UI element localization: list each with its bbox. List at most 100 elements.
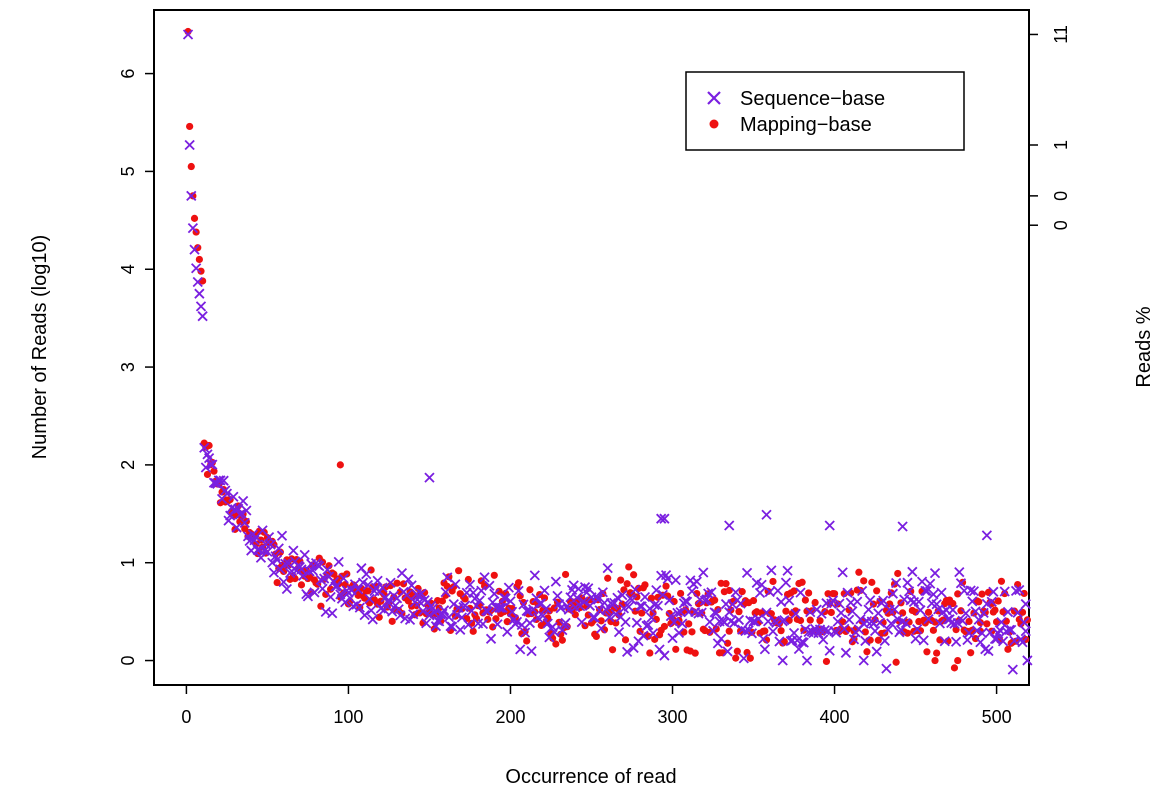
data-point-x — [954, 566, 965, 578]
data-point-x — [955, 578, 967, 589]
data-point-dot — [186, 122, 194, 131]
data-point-dot — [949, 599, 957, 608]
data-point-x — [865, 595, 876, 606]
data-point-x — [555, 603, 566, 614]
data-point-x — [1014, 584, 1025, 596]
data-point-x — [669, 617, 680, 628]
data-point-x — [549, 626, 560, 637]
data-point-x — [925, 578, 936, 589]
data-point-dot — [798, 578, 806, 586]
data-point-x — [754, 587, 766, 599]
data-point-dot — [1001, 589, 1009, 598]
data-point-dot — [203, 470, 212, 479]
data-point-dot — [711, 596, 719, 604]
data-point-x — [576, 616, 587, 628]
data-point-dot — [617, 576, 625, 584]
data-point-x — [643, 619, 654, 631]
data-point-dot — [863, 648, 871, 656]
data-point-x — [604, 612, 615, 623]
data-point-x — [722, 646, 733, 657]
data-point-x — [798, 637, 809, 648]
data-point-dot — [519, 598, 528, 607]
data-point-x — [827, 595, 839, 606]
data-point-x — [519, 627, 531, 638]
data-point-x — [878, 595, 889, 606]
data-point-x — [534, 598, 545, 609]
data-point-dot — [608, 646, 617, 654]
data-point-x — [221, 488, 233, 499]
data-point-dot — [868, 578, 876, 586]
data-point-x — [960, 608, 971, 619]
data-point-dot — [796, 616, 805, 625]
data-point-x — [262, 546, 273, 557]
data-point-x — [215, 475, 226, 486]
data-point-dot — [978, 590, 986, 598]
data-point-x — [518, 599, 529, 610]
data-point-x — [482, 606, 493, 617]
y-tick-label: 1 — [118, 558, 138, 568]
data-point-x — [921, 585, 933, 597]
data-point-x — [613, 626, 625, 638]
data-point-dot — [975, 598, 983, 606]
data-point-x — [976, 628, 988, 639]
y2-axis-title: Reads % — [1133, 306, 1155, 387]
data-point-dot — [455, 567, 463, 575]
data-point-dot — [712, 625, 720, 633]
legend-marker-mapping-base — [709, 119, 719, 129]
data-point-dot — [514, 579, 523, 587]
data-point-x — [218, 475, 229, 486]
data-point-dot — [604, 574, 612, 582]
data-point-x — [302, 591, 314, 602]
data-point-dot — [523, 637, 531, 645]
data-point-x — [424, 610, 435, 621]
data-point-x — [447, 621, 458, 632]
data-point-x — [438, 605, 450, 616]
data-point-x — [361, 569, 372, 580]
data-point-x — [774, 636, 785, 647]
data-point-x — [706, 587, 717, 598]
data-point-x — [207, 459, 218, 470]
data-point-x — [665, 610, 677, 622]
y-tick-label: 2 — [118, 460, 138, 470]
data-point-x — [502, 626, 513, 637]
data-point-x — [704, 616, 715, 628]
data-point-x — [268, 567, 280, 578]
data-point-dot — [273, 578, 281, 587]
data-point-x — [236, 508, 247, 519]
data-point-dot — [469, 627, 477, 635]
data-point-x — [981, 530, 993, 541]
data-point-x — [623, 601, 634, 612]
data-point-x — [805, 607, 816, 618]
data-point-x — [583, 583, 594, 594]
x-axis-title: Occurrence of read — [505, 766, 676, 788]
data-point-x — [609, 597, 620, 608]
data-point-x — [874, 617, 886, 628]
data-point-x — [701, 594, 712, 605]
data-point-x — [1020, 598, 1031, 610]
y-axis-title: Number of Reads (log10) — [29, 235, 51, 460]
data-point-dot — [327, 585, 335, 593]
data-point-dot — [187, 162, 195, 171]
data-point-x — [988, 586, 999, 597]
data-point-dot — [874, 636, 882, 644]
data-point-dot — [688, 628, 696, 636]
data-point-x — [455, 624, 466, 635]
data-point-x — [630, 584, 641, 595]
data-point-x — [947, 604, 958, 616]
data-point-x — [847, 606, 858, 617]
data-point-x — [233, 503, 244, 514]
data-point-x — [511, 616, 523, 627]
data-point-x — [596, 623, 607, 634]
data-point-x — [703, 588, 714, 599]
y2-tick-label: 11 — [1051, 25, 1071, 44]
data-point-x — [190, 263, 202, 274]
data-point-x — [365, 605, 377, 616]
data-point-x — [659, 650, 670, 661]
data-point-x — [628, 642, 639, 654]
data-point-x — [537, 610, 549, 622]
data-point-x — [1015, 634, 1027, 645]
data-point-dot — [769, 577, 777, 586]
data-point-dot — [490, 571, 498, 579]
data-point-x — [784, 595, 795, 606]
